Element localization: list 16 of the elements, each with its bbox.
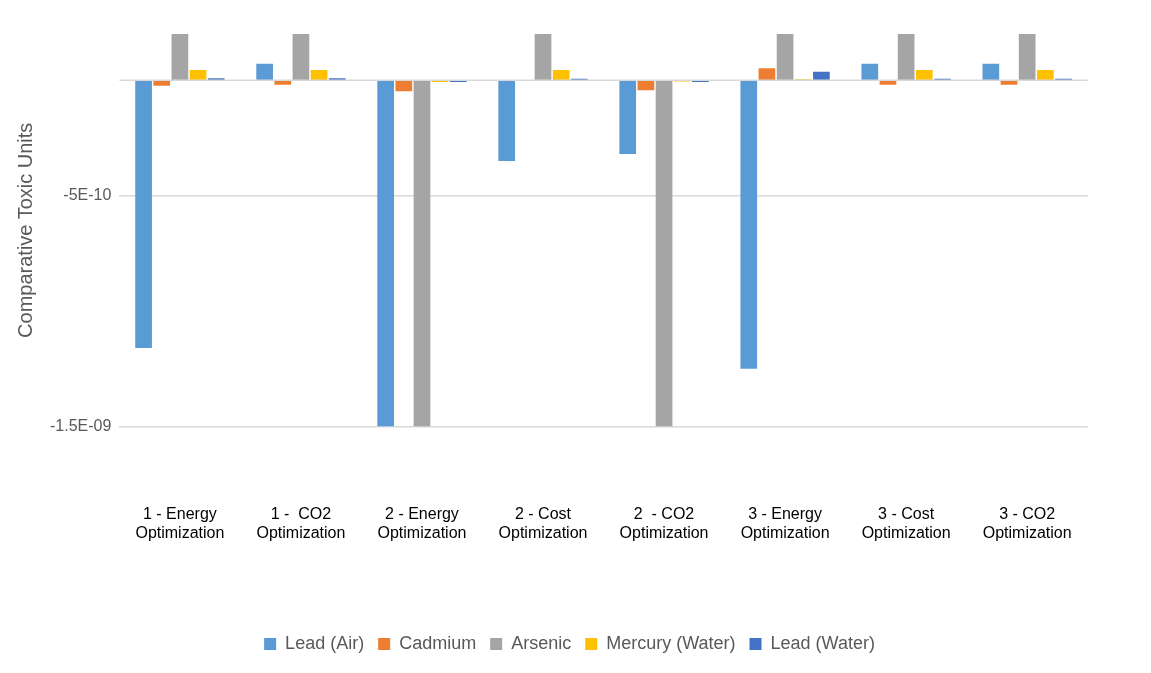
x-tick-label: 3 - CO2 Optimization	[982, 504, 1072, 541]
x-tick-label: 3 - Cost Optimization	[861, 504, 951, 541]
x-tick-label: 2 - Energy Optimization	[377, 504, 467, 541]
legend-label: Lead (Air)	[285, 632, 365, 653]
legend-label: Arsenic	[511, 632, 572, 653]
legend-label: Mercury (Water)	[606, 632, 736, 653]
x-tick-label: 1 - Energy Optimization	[135, 504, 225, 541]
y-tick-label: -1.5E-09	[49, 417, 112, 435]
x-tick-label: 3 - Energy Optimization	[740, 504, 830, 541]
legend-label: Cadmium	[399, 632, 477, 653]
legend-label: Lead (Water)	[770, 632, 875, 653]
x-tick-label: 1 - CO2 Optimization	[256, 504, 346, 541]
y-tick-label: -5E-10	[63, 186, 112, 204]
x-tick-label: 2 - CO2 Optimization	[619, 504, 709, 541]
x-tick-label: 2 - Cost Optimization	[498, 504, 588, 541]
y-axis-title: Comparative Toxic Units	[13, 122, 36, 338]
